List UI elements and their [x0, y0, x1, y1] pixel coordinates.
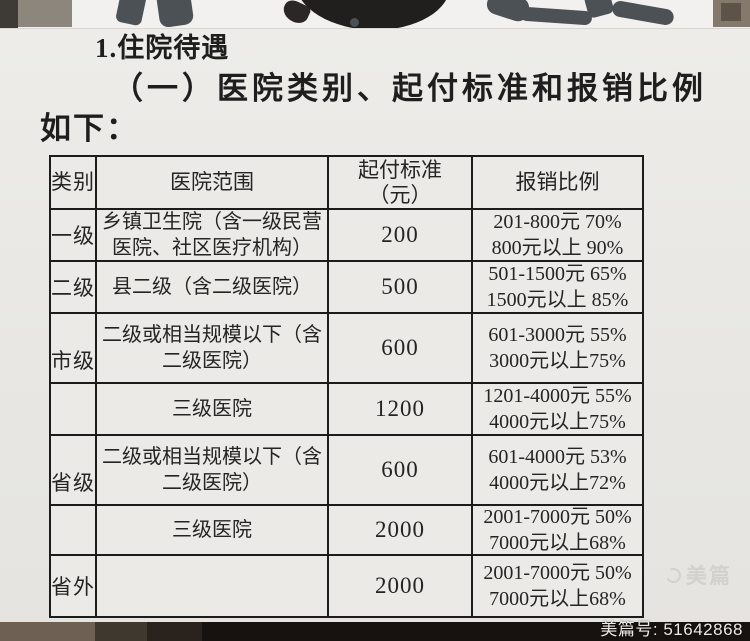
scope-line: 县二级（含二级医院） — [112, 276, 312, 298]
person-hair-silhouette — [295, 0, 450, 28]
table-cell-deductible: 1200 — [329, 384, 473, 436]
table-cell-ratio: 2001-7000元 50% 7000元以上68% — [473, 556, 642, 616]
ratio-line: 4000元以上72% — [489, 472, 626, 494]
scope-line: 乡镇卫生院（含一级民营 — [102, 211, 322, 233]
subsection-heading: （一）医院类别、起付标准和报销比例 — [112, 71, 707, 106]
stone-texture — [147, 622, 202, 641]
scope-line: 三级医院 — [172, 398, 252, 420]
ratio-line: 601-4000元 53% — [488, 446, 627, 468]
photo-background-bottom: 美篇号: 51642868 — [0, 620, 750, 641]
table-cell-scope: 二级或相当规模以下（含 二级医院） — [97, 436, 329, 506]
ratio-line: 501-1500元 65% — [488, 263, 627, 285]
banner-glyph-fragment — [114, 0, 148, 27]
table-cell-category: 市级 — [51, 314, 97, 384]
ratio-line: 1201-4000元 55% — [483, 385, 632, 407]
scope-line: 二级或相当规模以下（含 — [102, 324, 322, 346]
table-cell-ratio: 1201-4000元 55% 4000元以上75% — [473, 384, 642, 436]
table-cell-deductible: 2000 — [329, 556, 473, 616]
scope-line: 二级医院） — [162, 472, 262, 494]
ratio-line: 2001-7000元 50% — [483, 562, 632, 584]
table-cell-deductible: 2000 — [329, 506, 473, 556]
table-cell-category: 二级 — [51, 262, 97, 314]
col-header-deductible-line1: 起付标准 — [358, 157, 442, 182]
ratio-line: 7000元以上68% — [489, 532, 626, 554]
table-cell-deductible: 600 — [329, 436, 473, 506]
hospital-benefits-table: 类别 医院范围 起付标准 （元） 报销比例 一级 乡镇卫生院（含一级民营 医院、… — [49, 155, 644, 618]
table-cell-category — [51, 506, 97, 556]
subsection-heading-wrap: 如下： — [40, 111, 139, 146]
table-cell-scope — [97, 556, 329, 616]
table-cell-ratio: 601-3000元 55% 3000元以上75% — [473, 314, 642, 384]
stone-texture — [0, 622, 95, 641]
banner-glyph-fragment — [350, 18, 359, 27]
stone-pillar-detail — [721, 3, 741, 21]
section-title: 1.住院待遇 — [95, 33, 230, 63]
ratio-line: 4000元以上75% — [489, 411, 626, 433]
table-cell-category: 省级 — [51, 436, 97, 506]
scope-line: 三级医院 — [172, 519, 252, 541]
banner-glyph-fragment — [155, 0, 195, 28]
table-cell-deductible: 600 — [329, 314, 473, 384]
table-cell-category — [51, 384, 97, 436]
ratio-line: 2001-7000元 50% — [483, 506, 632, 528]
scope-line: 二级或相当规模以下（含 — [102, 446, 322, 468]
ratio-line: 7000元以上68% — [489, 588, 626, 610]
table-cell-scope: 县二级（含二级医院） — [97, 262, 329, 314]
ratio-line: 1500元以上 85% — [486, 289, 629, 311]
table-cell-category: 一级 — [51, 210, 97, 262]
stone-pillar-right — [713, 0, 750, 27]
banner-glyph-fragment — [519, 6, 593, 26]
col-header-ratio: 报销比例 — [473, 157, 642, 210]
col-header-scope: 医院范围 — [97, 157, 329, 210]
table-cell-ratio: 501-1500元 65% 1500元以上 85% — [473, 262, 642, 314]
table-cell-scope: 三级医院 — [97, 384, 329, 436]
document-paper: 1.住院待遇 （一）医院类别、起付标准和报销比例 如下： 类别 医院范围 起付标… — [0, 29, 750, 622]
table-cell-ratio: 2001-7000元 50% 7000元以上68% — [473, 506, 642, 556]
table-cell-scope: 乡镇卫生院（含一级民营 医院、社区医疗机构） — [97, 210, 329, 262]
meipian-brand-text: 美篇 — [686, 565, 732, 588]
table-cell-scope: 三级医院 — [97, 506, 329, 556]
meipian-logo-icon — [663, 565, 684, 585]
stone-block — [18, 0, 72, 27]
col-header-deductible: 起付标准 （元） — [329, 157, 473, 210]
col-header-deductible-line2: （元） — [368, 182, 432, 207]
table-cell-scope: 二级或相当规模以下（含 二级医院） — [97, 314, 329, 384]
col-header-category: 类别 — [51, 157, 97, 210]
stone-texture — [95, 622, 147, 641]
meipian-watermark: 美篇 — [663, 560, 732, 590]
table-cell-deductible: 200 — [329, 210, 473, 262]
stone-pillar-left — [0, 0, 18, 28]
ratio-line: 3000元以上75% — [489, 350, 626, 372]
banner-glyph-fragment — [611, 0, 675, 27]
scope-line: 医院、社区医疗机构） — [112, 237, 312, 259]
table-cell-ratio: 601-4000元 53% 4000元以上72% — [473, 436, 642, 506]
table-cell-ratio: 201-800元 70% 800元以上 90% — [473, 210, 642, 262]
meipian-id-text: 美篇号: 51642868 — [600, 620, 743, 639]
ratio-line: 201-800元 70% — [493, 211, 622, 233]
ratio-line: 601-3000元 55% — [488, 324, 627, 346]
table-cell-deductible: 500 — [329, 262, 473, 314]
table-cell-category: 省外 — [51, 556, 97, 616]
photo-background-top — [0, 0, 750, 29]
ratio-line: 800元以上 90% — [491, 237, 624, 259]
scope-line: 二级医院） — [162, 350, 262, 372]
